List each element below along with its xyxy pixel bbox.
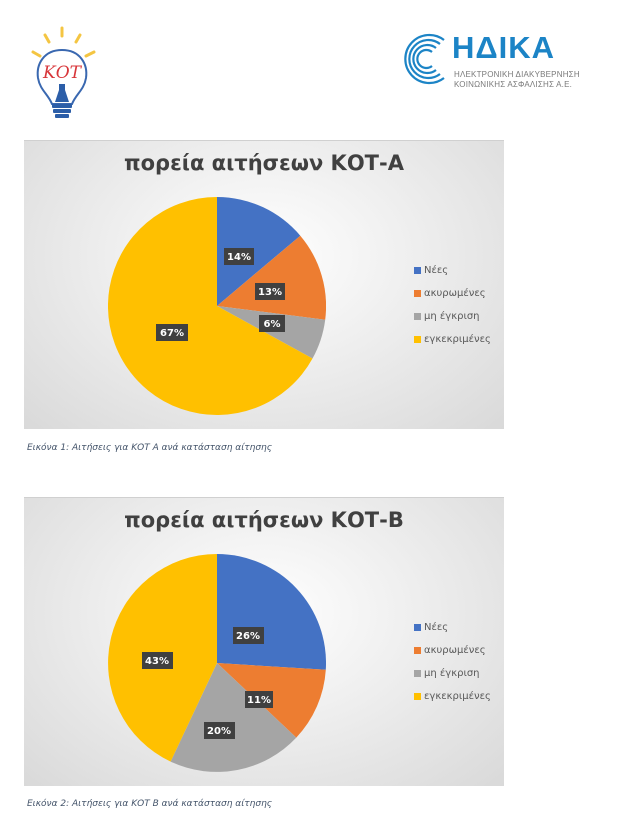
legend-item-mi-egkrisi: μη έγκριση [414, 662, 491, 685]
lightbulb-icon: ΚΟΤ [31, 26, 96, 118]
label-akyromenes: 11% [247, 695, 271, 706]
swatch-blue [414, 624, 421, 631]
swatch-blue [414, 267, 421, 274]
swatch-gray [414, 313, 421, 320]
pie-chart: 14% 13% 6% 67% [108, 197, 326, 415]
label-mi-egkrisi: 6% [264, 319, 281, 330]
swatch-yellow [414, 693, 421, 700]
swatch-orange [414, 290, 421, 297]
legend-item-akyromenes: ακυρωμένες [414, 639, 491, 662]
chart-kot-a: πορεία αιτήσεων ΚΟΤ-Α 14% 13% 6% 67% Νέε… [24, 140, 504, 429]
slice-nees [217, 197, 301, 306]
legend-item-akyromenes: ακυρωμένες [414, 282, 491, 305]
idika-brand-name: ΗΔΙΚΑ [452, 30, 556, 65]
legend-item-egkekrimenes: εγκεκριμένες [414, 328, 491, 351]
svg-text:ΚΟΤ: ΚΟΤ [42, 63, 83, 83]
legend-item-mi-egkrisi: μη έγκριση [414, 305, 491, 328]
slice-mi-egkrisi [170, 663, 297, 772]
slice-akyromenes [217, 235, 326, 320]
idika-subtitle-line2: ΚΟΙΝΩΝΙΚΗΣ ΑΣΦΑΛΙΣΗΣ Α.Ε. [454, 80, 573, 89]
chart-title: πορεία αιτήσεων ΚΟΤ-Α [124, 151, 404, 175]
idika-subtitle-line1: ΗΛΕΚΤΡΟΝΙΚΗ ΔΙΑΚΥΒΕΡΝΗΣΗ [454, 70, 580, 79]
label-mi-egkrisi: 20% [207, 726, 231, 737]
swatch-gray [414, 670, 421, 677]
chart-kot-b: πορεία αιτήσεων ΚΟΤ-Β 26% 11% 20% 43% Νέ… [24, 497, 504, 786]
pie-chart: 26% 11% 20% 43% [108, 554, 326, 772]
label-egkekrimenes: 43% [145, 656, 169, 667]
idika-logo: ΗΔΙΚΑ ΗΛΕΚΤΡΟΝΙΚΗ ΔΙΑΚΥΒΕΡΝΗΣΗ ΚΟΙΝΩΝΙΚΗ… [398, 26, 598, 96]
legend: Νέες ακυρωμένες μη έγκριση εγκεκριμένες [414, 616, 491, 708]
figure-caption-2: Εικόνα 2: Αιτήσεις για ΚΟΤ Β ανά κατάστα… [27, 799, 273, 809]
legend-item-egkekrimenes: εγκεκριμένες [414, 685, 491, 708]
figure-caption-1: Εικόνα 1: Αιτήσεις για ΚΟΤ Α ανά κατάστα… [27, 443, 273, 453]
kot-logo: ΚΟΤ [14, 14, 114, 124]
swatch-yellow [414, 336, 421, 343]
slice-mi-egkrisi [217, 306, 326, 359]
slice-nees [217, 554, 326, 670]
legend-item-nees: Νέες [414, 259, 491, 282]
label-akyromenes: 13% [258, 287, 282, 298]
legend-item-nees: Νέες [414, 616, 491, 639]
chart-title: πορεία αιτήσεων ΚΟΤ-Β [124, 508, 404, 532]
legend: Νέες ακυρωμένες μη έγκριση εγκεκριμένες [414, 259, 491, 351]
label-egkekrimenes: 67% [160, 328, 184, 339]
label-nees: 26% [236, 631, 260, 642]
swatch-orange [414, 647, 421, 654]
concentric-arcs-icon [404, 33, 445, 85]
label-nees: 14% [227, 252, 251, 263]
slice-egkekrimenes [108, 197, 313, 415]
